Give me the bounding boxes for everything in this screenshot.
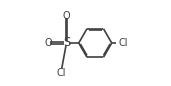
- Text: Cl: Cl: [118, 38, 128, 48]
- Text: O: O: [63, 11, 70, 21]
- Text: Cl: Cl: [56, 68, 66, 78]
- Text: S: S: [63, 36, 70, 50]
- Text: O: O: [44, 38, 52, 48]
